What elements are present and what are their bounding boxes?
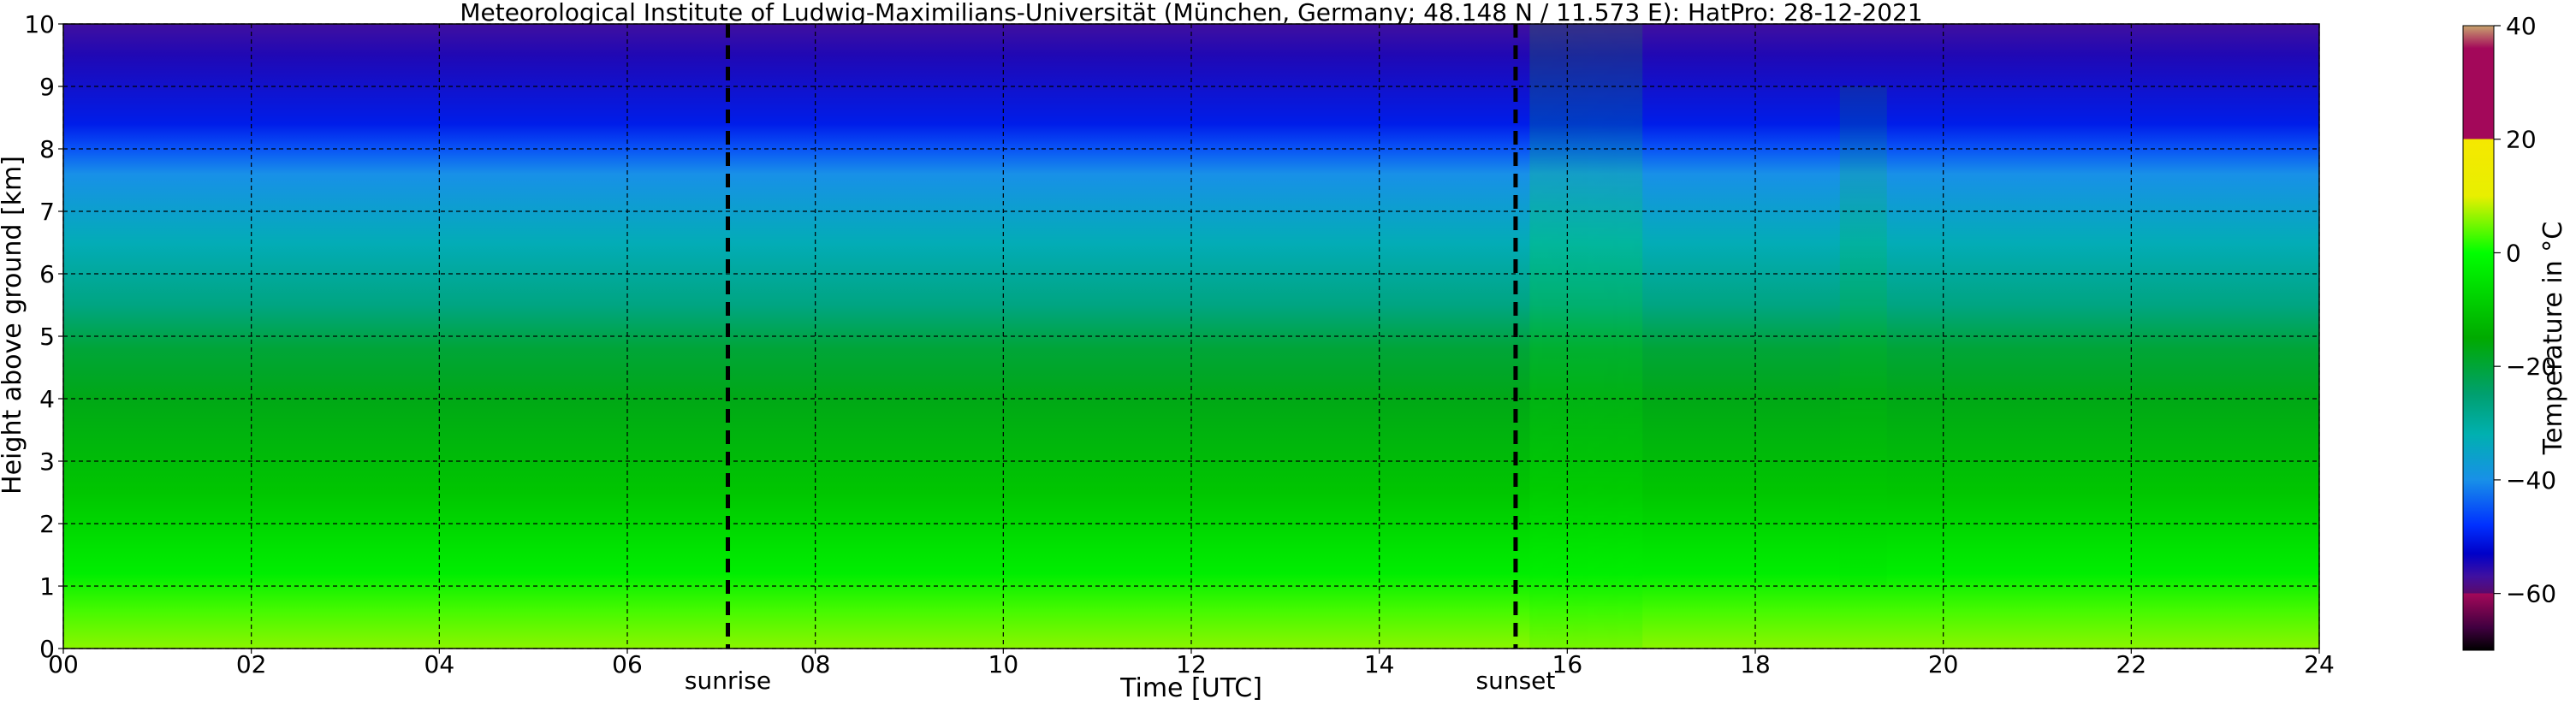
x-tick-label: 10: [988, 650, 1019, 678]
colorbar-tick-label: 20: [2506, 126, 2537, 154]
y-axis: 0 1 2 3 4 5 6 7 8 9 10: [24, 10, 63, 663]
colorbar-tick-label: 40: [2506, 12, 2537, 40]
x-tick-label: 04: [424, 650, 455, 678]
plot-area: [62, 23, 2320, 649]
colorbar-scale: [2462, 25, 2495, 651]
colorbar-tick-label: −20: [2506, 352, 2556, 381]
colorbar-label: Temperature in °C: [2538, 222, 2568, 455]
x-tick-label: 14: [1364, 650, 1395, 678]
x-tick-label: 08: [800, 650, 831, 678]
y-tick-label: 7: [39, 198, 55, 226]
y-tick-label: 10: [24, 10, 55, 39]
y-tick-label: 8: [39, 135, 55, 163]
sunrise-label: sunrise: [685, 666, 771, 695]
y-tick-label: 3: [39, 447, 55, 476]
y-tick-label: 5: [39, 323, 55, 351]
x-tick-label: 22: [2116, 650, 2147, 678]
x-tick-label: 18: [1740, 650, 1771, 678]
colorbar: 40 20 0 −20 −40 −60: [2462, 12, 2556, 651]
streak-overlay: [1839, 86, 1887, 586]
x-tick-label: 06: [612, 650, 643, 678]
colorbar-tick-label: −40: [2506, 466, 2556, 495]
y-tick-label: 9: [39, 73, 55, 101]
sunset-label: sunset: [1475, 666, 1555, 695]
chart-title: Meteorological Institute of Ludwig-Maxim…: [460, 0, 1922, 27]
x-axis: 00 02 04 06 08 10 12 14 16 18 20 22 24: [48, 649, 2335, 678]
x-tick-label: 20: [1928, 650, 1959, 678]
x-tick-label: 16: [1552, 650, 1583, 678]
event-lines: [726, 24, 1518, 649]
colorbar-tick-label: −60: [2506, 580, 2556, 608]
event-labels: sunrise sunset: [685, 666, 1555, 695]
colorbar-tick-label: 0: [2506, 239, 2521, 267]
colorbar-ticks: 40 20 0 −20 −40 −60: [2494, 12, 2556, 608]
y-tick-label: 1: [39, 572, 55, 601]
x-tick-label: 02: [236, 650, 267, 678]
heatmap-overlays: [1529, 24, 1887, 649]
y-tick-label: 0: [39, 635, 55, 663]
x-tick-label: 12: [1176, 650, 1207, 678]
y-tick-label: 6: [39, 260, 55, 288]
y-tick-label: 2: [39, 510, 55, 538]
x-tick-label: 24: [2304, 650, 2335, 678]
y-axis-label: Height above ground [km]: [0, 156, 27, 495]
warm-column-overlay: [1529, 24, 1643, 649]
x-tick-label: 00: [48, 650, 79, 678]
y-tick-label: 4: [39, 385, 55, 413]
x-axis-label: Time [UTC]: [1119, 673, 1262, 703]
